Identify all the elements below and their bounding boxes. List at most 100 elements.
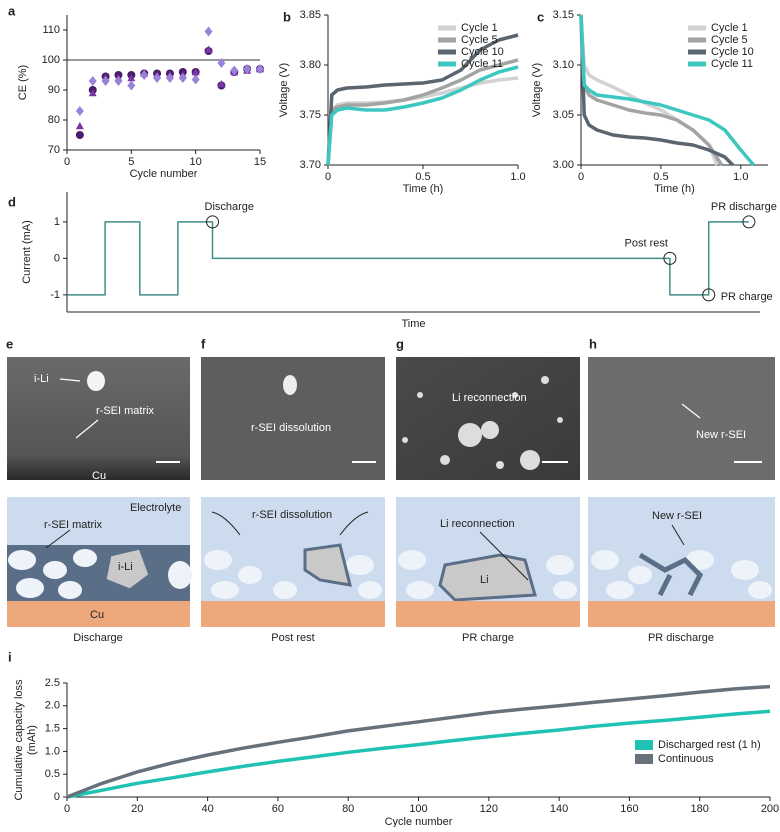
point [127,80,136,91]
y-tick-label: 0 [54,791,60,803]
point [256,64,264,74]
annotation: PR discharge [711,201,777,213]
series-line [579,14,724,166]
arrow [681,403,701,419]
series-line [326,65,519,166]
y-tick-label: 80 [48,114,60,126]
annotation: Discharge [205,201,255,213]
y-tick-label: 1 [54,216,60,228]
y-axis-label: Cumulative capacity loss [13,679,25,801]
panel-letter: f [201,336,206,351]
legend-label: Cycle 11 [461,58,503,70]
panel-letter: c [537,9,544,24]
series-line [326,76,519,166]
y-axis-label: (mAh) [26,725,38,755]
panel-letter: d [8,194,16,209]
y-tick-label: 0 [54,252,60,264]
image-label: r-SEI matrix [96,405,155,417]
point [243,64,252,74]
image-label: Cu [92,470,106,482]
point [127,74,136,82]
point [230,65,239,76]
y-axis-label: Current (mA) [21,220,33,284]
x-tick-label: 0 [64,803,70,815]
y-tick-label: 3.15 [553,9,574,21]
arrow [45,529,71,549]
x-tick-label: 140 [550,803,568,815]
image-label: New r-SEI [696,429,746,441]
panel-letter: b [283,9,291,24]
caption: PR discharge [648,632,714,644]
x-tick-label: 180 [691,803,709,815]
y-tick-label: 3.80 [300,59,321,71]
y-tick-label: 0.5 [45,768,60,780]
point [204,26,213,37]
x-axis-label: Cycle number [385,816,453,827]
legend-label: Continuous [658,753,714,765]
legend-label: Cycle 1 [461,22,498,34]
arrow [59,378,81,382]
image-label: i-Li [34,373,49,385]
image-label: r-SEI dissolution [251,422,331,434]
y-axis-label: Voltage (V) [531,63,543,117]
x-tick-label: 100 [409,803,427,815]
y-tick-label: 3.75 [300,109,321,121]
i-li [303,543,353,587]
schematic-label: r-SEI dissolution [252,509,332,521]
point [153,73,162,83]
caption: Post rest [271,632,314,644]
y-tick-label: 3.70 [300,159,321,171]
point [140,70,149,80]
annotation-marker [663,251,677,265]
legend-swatch [635,740,653,750]
x-tick-label: 0.5 [653,171,668,183]
point [75,122,84,130]
series-line [579,14,735,167]
x-tick-label: 1.0 [733,171,748,183]
point [191,74,200,85]
point [101,76,110,86]
annotation-marker [702,288,716,302]
arrow [211,511,369,536]
x-tick-label: 120 [480,803,498,815]
legend-label: Discharged rest (1 h) [658,739,761,751]
point [217,80,226,88]
y-tick-label: 3.10 [553,59,574,71]
new-sei [638,552,704,597]
y-axis-label: CE (%) [17,65,29,100]
point [75,131,84,139]
schematic-label: i-Li [118,561,133,573]
annotation: PR charge [721,291,773,303]
annotation: Post rest [625,237,668,249]
annotation-marker [206,215,220,229]
y-tick-label: 3.00 [553,159,574,171]
point [165,73,174,83]
x-tick-label: 5 [128,156,134,168]
cu [396,601,580,627]
y-tick-label: 2.0 [45,700,60,712]
schematic-label: r-SEI matrix [44,519,103,531]
x-tick-label: 80 [342,803,354,815]
x-tick-label: 0 [64,156,70,168]
panel-letter: a [8,3,16,18]
y-tick-label: 3.85 [300,9,321,21]
x-tick-label: 10 [190,156,202,168]
x-tick-label: 200 [761,803,779,815]
schematic-row: Electrolyte r-SEI matrix i-Li Cu r-SEI d… [7,497,775,644]
series-line [66,684,771,799]
panel-letter: e [6,336,13,351]
x-axis-label: Time [401,318,425,330]
y-tick-label: 100 [42,54,60,66]
schematic-label: Electrolyte [130,502,181,514]
point [191,68,200,76]
y-tick-label: 110 [42,24,60,36]
x-axis-label: Cycle number [130,168,198,180]
arrow [671,524,685,546]
y-tick-label: -1 [50,289,60,301]
point [75,106,84,116]
schematic-label: Li reconnection [440,518,515,530]
x-tick-label: 20 [131,803,143,815]
x-tick-label: 15 [254,156,266,168]
y-tick-label: 2.5 [45,677,60,689]
